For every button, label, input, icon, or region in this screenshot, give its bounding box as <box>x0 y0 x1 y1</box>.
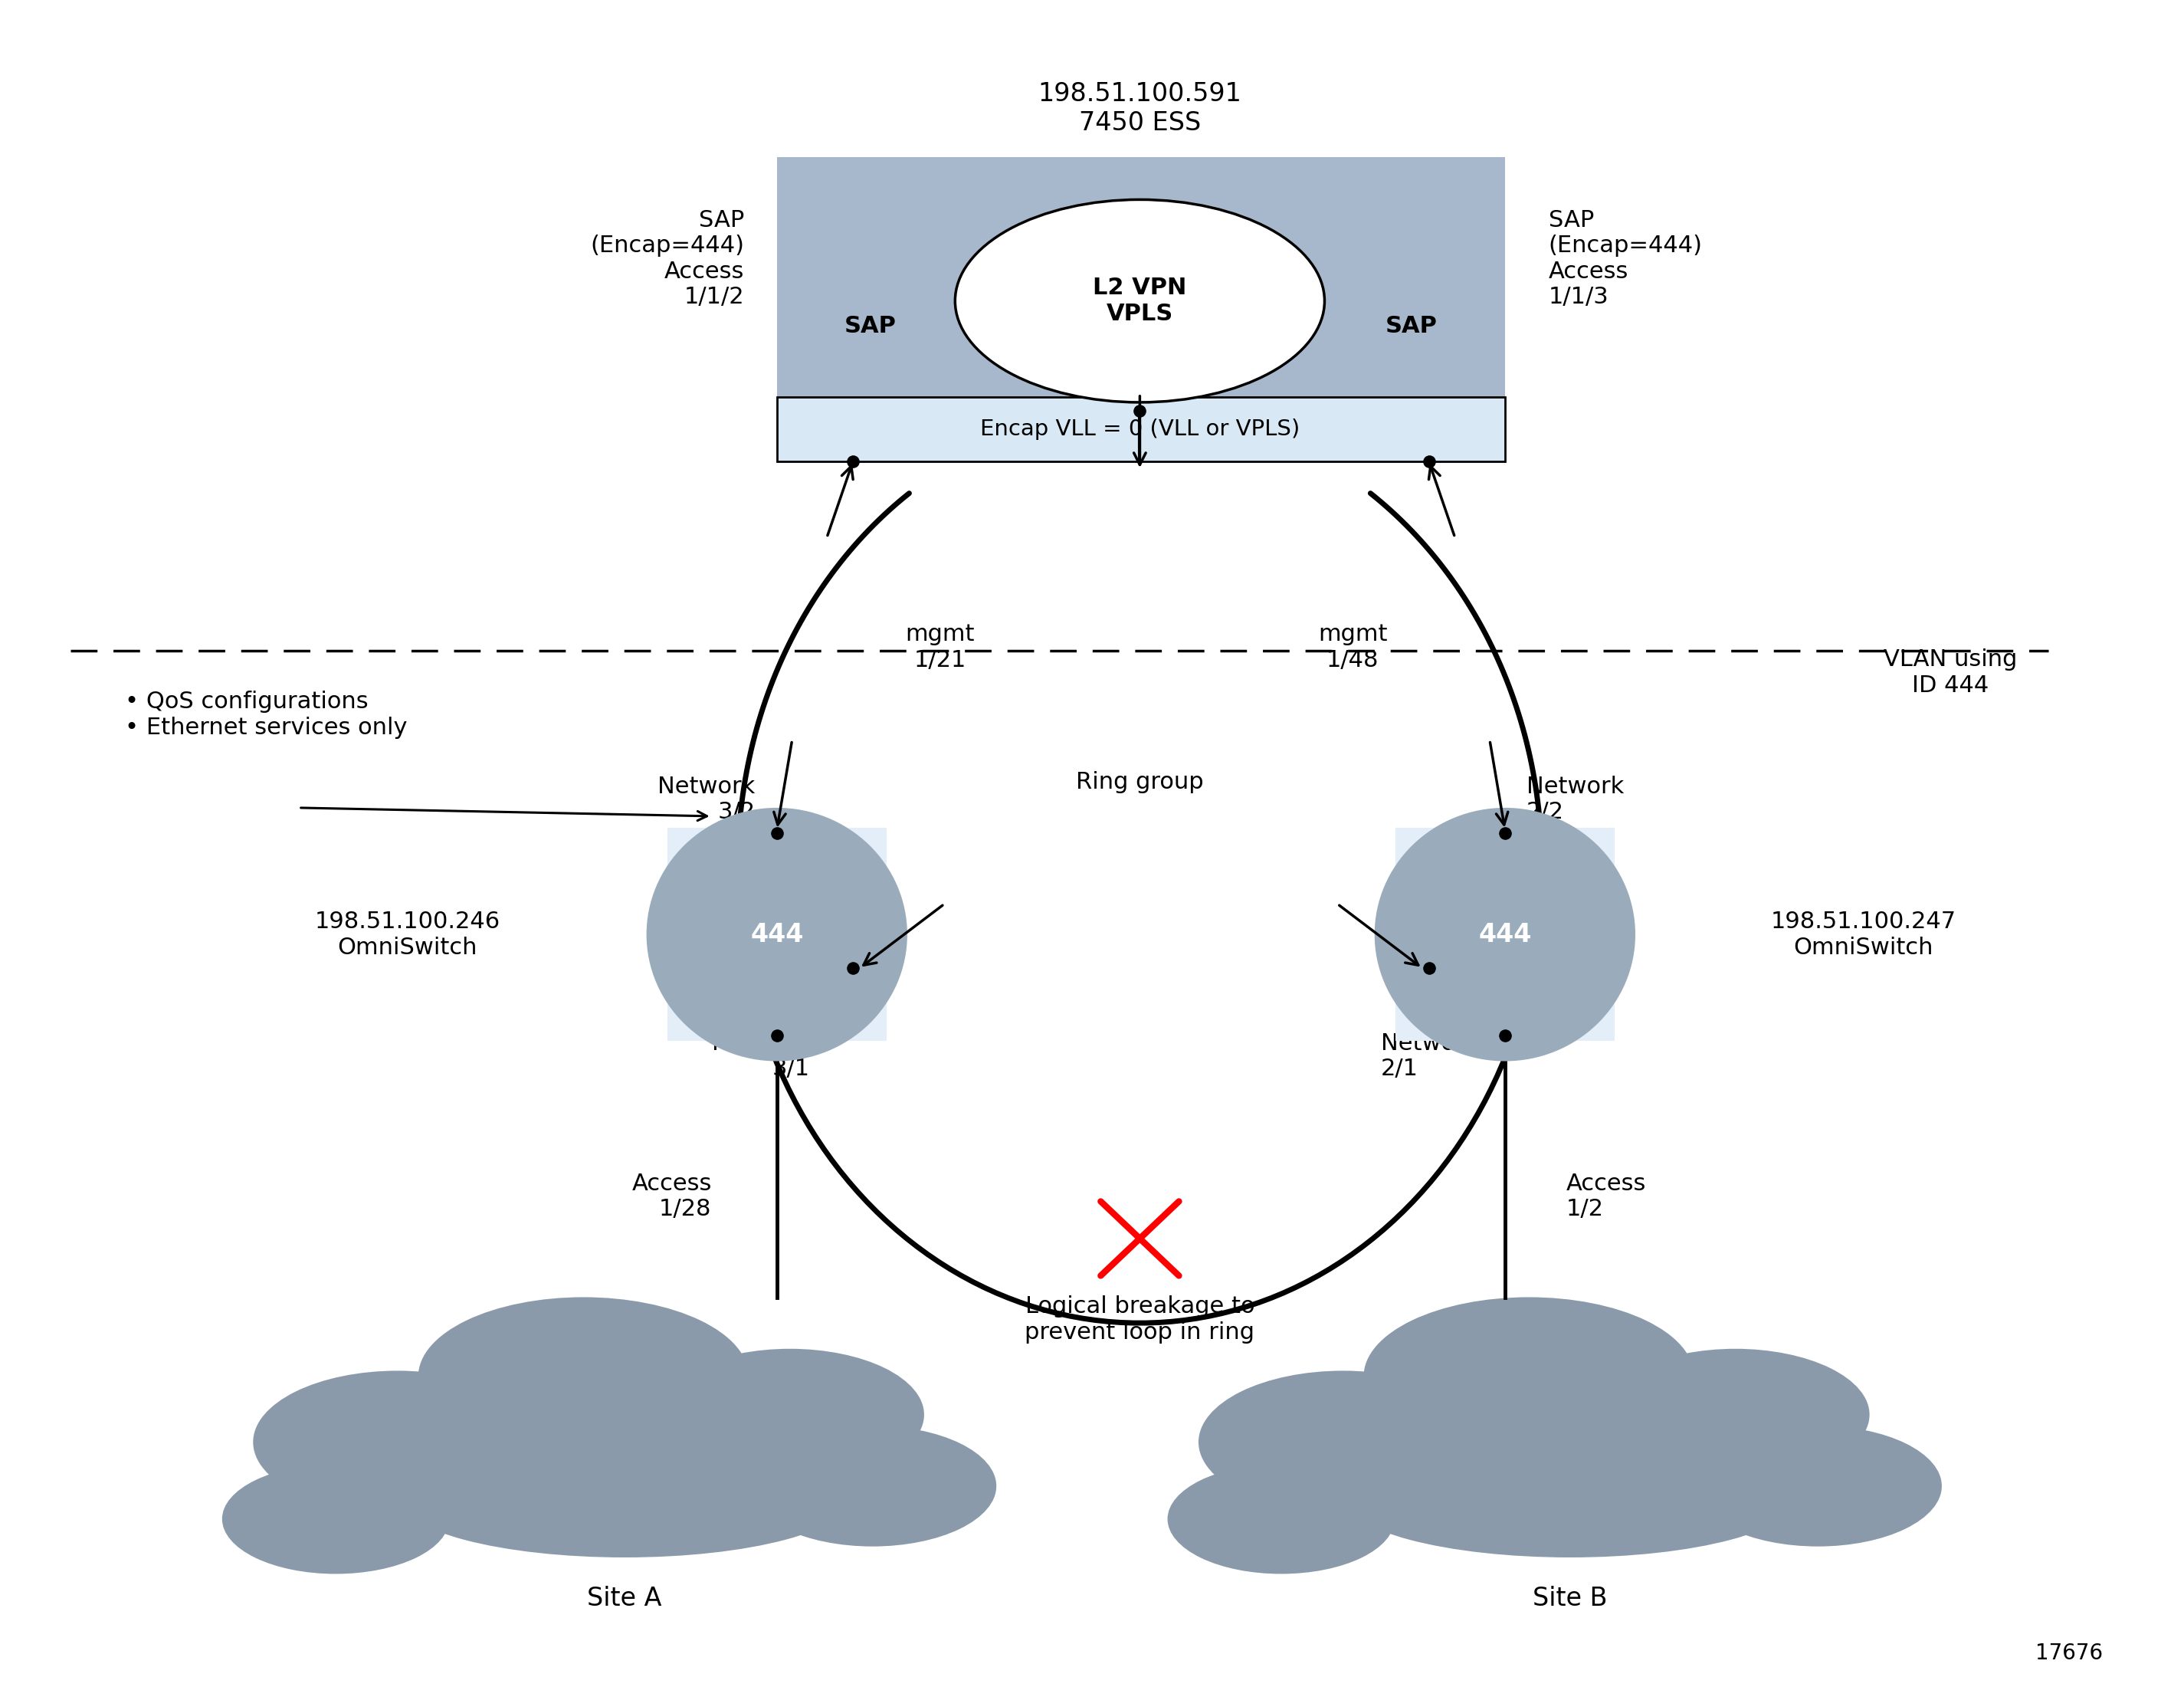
Text: Network
3/1: Network 3/1 <box>712 1032 810 1080</box>
FancyBboxPatch shape <box>666 828 887 1040</box>
Text: Site B: Site B <box>1533 1586 1607 1612</box>
Text: Network
2/1: Network 2/1 <box>1380 1032 1479 1080</box>
Ellipse shape <box>1363 1297 1695 1455</box>
Text: SAP
(Encap=444)
Access
1/1/2: SAP (Encap=444) Access 1/1/2 <box>590 209 745 308</box>
Text: L2 VPN
VPLS: L2 VPN VPLS <box>1092 277 1186 325</box>
Ellipse shape <box>655 1348 924 1481</box>
Ellipse shape <box>253 1370 542 1513</box>
Text: VLAN using
ID 444: VLAN using ID 444 <box>1883 649 2018 697</box>
Text: 444: 444 <box>751 921 804 947</box>
Ellipse shape <box>954 199 1324 403</box>
Point <box>1487 1022 1522 1049</box>
Text: 198.51.100.591
7450 ESS: 198.51.100.591 7450 ESS <box>1037 82 1243 136</box>
Ellipse shape <box>419 1297 749 1455</box>
Text: SAP
(Encap=444)
Access
1/1/3: SAP (Encap=444) Access 1/1/3 <box>1548 209 1704 308</box>
Text: mgmt
1/48: mgmt 1/48 <box>1319 624 1387 672</box>
Text: Logical breakage to
prevent loop in ring: Logical breakage to prevent loop in ring <box>1024 1295 1256 1343</box>
Point <box>1411 447 1446 474</box>
Ellipse shape <box>1343 1436 1797 1557</box>
Point <box>1123 398 1158 425</box>
Text: Site A: Site A <box>587 1586 662 1612</box>
Ellipse shape <box>749 1426 996 1547</box>
Ellipse shape <box>397 1436 852 1557</box>
Text: 17676: 17676 <box>2035 1642 2103 1664</box>
Point <box>760 819 795 847</box>
Point <box>1487 819 1522 847</box>
Text: Encap VLL = 0 (VLL or VPLS): Encap VLL = 0 (VLL or VPLS) <box>981 418 1299 440</box>
Text: mgmt
1/21: mgmt 1/21 <box>904 624 974 672</box>
Ellipse shape <box>1695 1426 1942 1547</box>
FancyBboxPatch shape <box>778 158 1505 452</box>
Text: Ring group: Ring group <box>1077 772 1203 794</box>
Point <box>760 1022 795 1049</box>
Ellipse shape <box>1374 808 1636 1061</box>
Text: Network
3/2: Network 3/2 <box>657 775 756 823</box>
Text: 198.51.100.247
OmniSwitch: 198.51.100.247 OmniSwitch <box>1771 911 1957 959</box>
Text: Network
2/2: Network 2/2 <box>1527 775 1625 823</box>
Text: Access
1/28: Access 1/28 <box>631 1173 712 1221</box>
Ellipse shape <box>1601 1348 1870 1481</box>
Point <box>836 955 871 983</box>
FancyBboxPatch shape <box>1396 828 1614 1040</box>
Text: 444: 444 <box>1479 921 1531 947</box>
Ellipse shape <box>1199 1370 1487 1513</box>
Text: Access
1/2: Access 1/2 <box>1566 1173 1647 1221</box>
Ellipse shape <box>646 808 906 1061</box>
Text: • QoS configurations
• Ethernet services only: • QoS configurations • Ethernet services… <box>124 690 406 740</box>
Ellipse shape <box>1168 1464 1396 1574</box>
Point <box>836 447 871 474</box>
Text: 198.51.100.246
OmniSwitch: 198.51.100.246 OmniSwitch <box>314 911 500 959</box>
Ellipse shape <box>223 1464 450 1574</box>
FancyBboxPatch shape <box>778 398 1505 461</box>
Text: SAP: SAP <box>1385 314 1437 337</box>
Point <box>1411 955 1446 983</box>
Text: SAP: SAP <box>845 314 895 337</box>
